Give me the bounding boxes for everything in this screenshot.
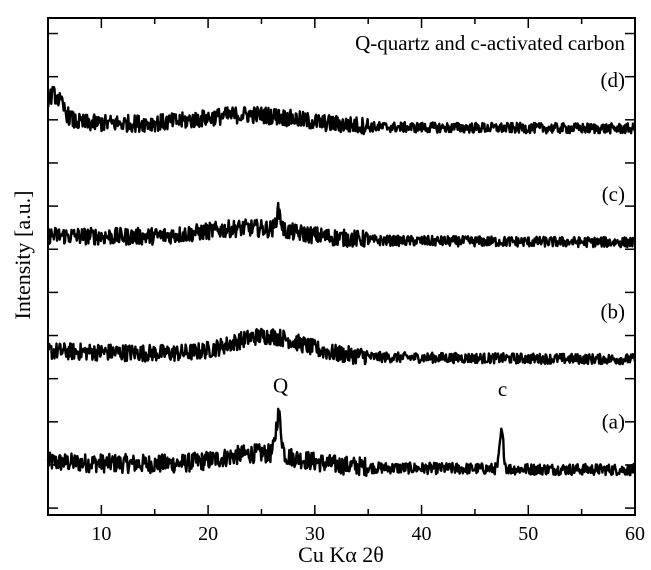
x-tick-label-10: 10 — [91, 523, 111, 545]
series-labels-group: (a) (b) (c) (d) — [601, 68, 626, 434]
series-trace-1 — [46, 327, 637, 366]
x-tick-label-50: 50 — [518, 523, 538, 545]
series-label-1: (b) — [601, 299, 626, 323]
x-tick-label-30: 30 — [305, 523, 325, 545]
x-tick-label-60: 60 — [625, 523, 645, 545]
peak-annotation-Q: Q — [273, 373, 288, 397]
x-tick-label-40: 40 — [412, 523, 432, 545]
chart-title: Q-quartz and c-activated carbon — [355, 31, 625, 55]
series-label-0: (a) — [602, 410, 625, 434]
series-label-3: (d) — [601, 68, 626, 92]
series-trace-0 — [46, 407, 637, 477]
plot-frame — [47, 17, 636, 516]
x-axis-label: Cu Kα 2θ — [298, 542, 384, 567]
peak-annotation-c: c — [498, 377, 507, 401]
y-ticks-group — [48, 32, 635, 509]
series-trace-2 — [47, 201, 636, 249]
series-trace-3 — [46, 85, 637, 136]
series-label-2: (c) — [602, 182, 625, 206]
x-tick-label-20: 20 — [198, 523, 218, 545]
y-axis-label: Intensity [a.u.] — [10, 191, 35, 320]
x-ticks-group: 10 20 30 40 50 60 — [47, 18, 645, 545]
traces-group — [46, 85, 637, 477]
